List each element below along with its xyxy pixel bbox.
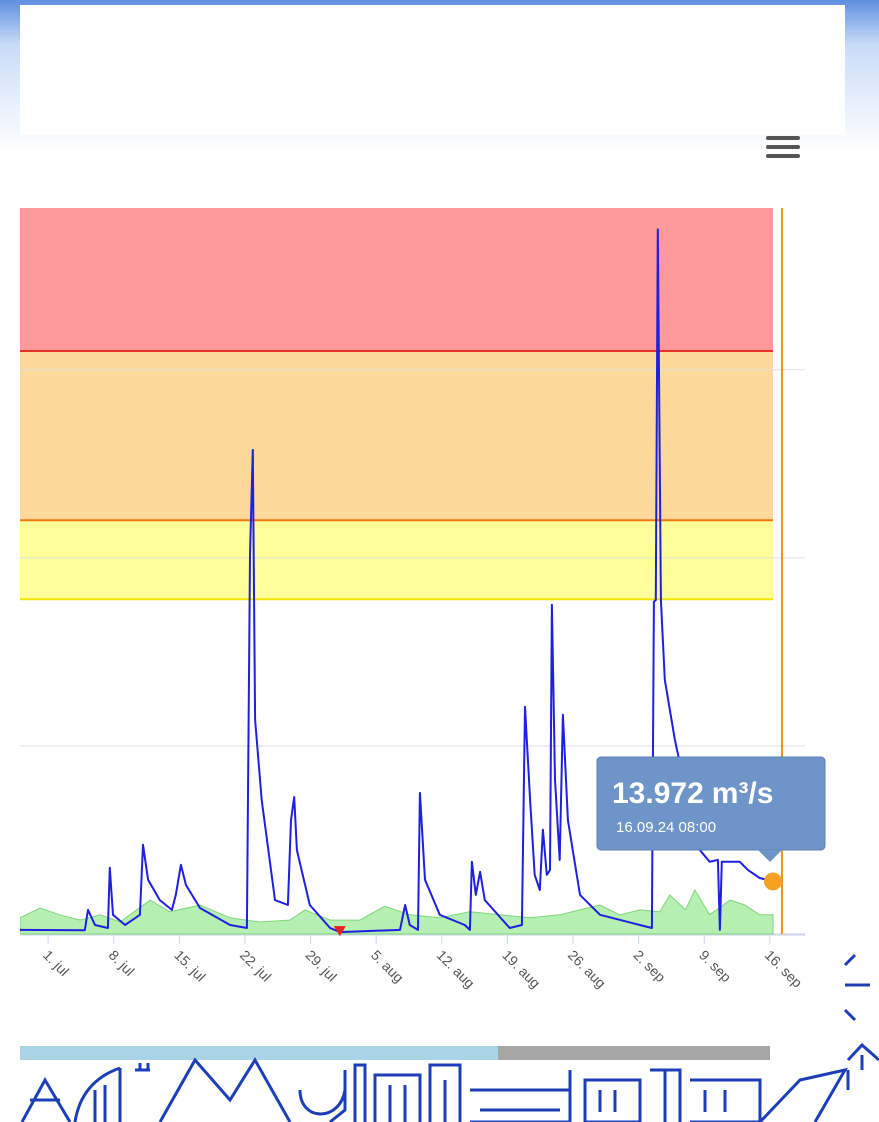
scrollbar-track xyxy=(20,1046,498,1060)
header-card xyxy=(20,5,845,135)
hover-point xyxy=(764,872,782,890)
chart: 1. jul 8. jul 15. jul 22. jul 29. jul 5. aug 1… xyxy=(0,0,879,1122)
menu-button[interactable] xyxy=(766,136,800,158)
x-tick-label: 9. sep xyxy=(696,947,734,985)
area xyxy=(20,890,773,934)
x-tick-label: 15. jul xyxy=(171,947,209,985)
tooltip-unit: m³/s xyxy=(712,777,774,810)
x-axis: 1. jul 8. jul 15. jul 22. jul 29. jul 5. aug 1… xyxy=(20,935,806,991)
x-tick-label: 19. aug xyxy=(499,947,543,991)
tooltip-number: 13.972 xyxy=(612,777,704,810)
x-tick-label: 22. jul xyxy=(237,947,275,985)
plot-band xyxy=(20,208,773,351)
x-tick-label: 26. aug xyxy=(565,947,609,991)
x-tick-label: 5. aug xyxy=(368,947,407,986)
tooltip-time: 16.09.24 08:00 xyxy=(616,819,716,836)
page: 1. jul 8. jul 15. jul 22. jul 29. jul 5. aug 1… xyxy=(0,0,879,1122)
x-tick-label: 8. jul xyxy=(106,947,138,979)
x-tick-label: 29. jul xyxy=(302,947,340,985)
scrollbar[interactable] xyxy=(20,1046,770,1060)
x-tick-label: 16. sep xyxy=(762,947,806,991)
x-tick-label: 1. jul xyxy=(40,947,72,979)
x-tick-label: 2. sep xyxy=(631,947,669,985)
skyline-decoration xyxy=(22,955,879,1122)
scrollbar-thumb[interactable] xyxy=(498,1046,770,1060)
tooltip-pointer xyxy=(758,850,782,862)
x-tick-label: 12. aug xyxy=(434,947,478,991)
